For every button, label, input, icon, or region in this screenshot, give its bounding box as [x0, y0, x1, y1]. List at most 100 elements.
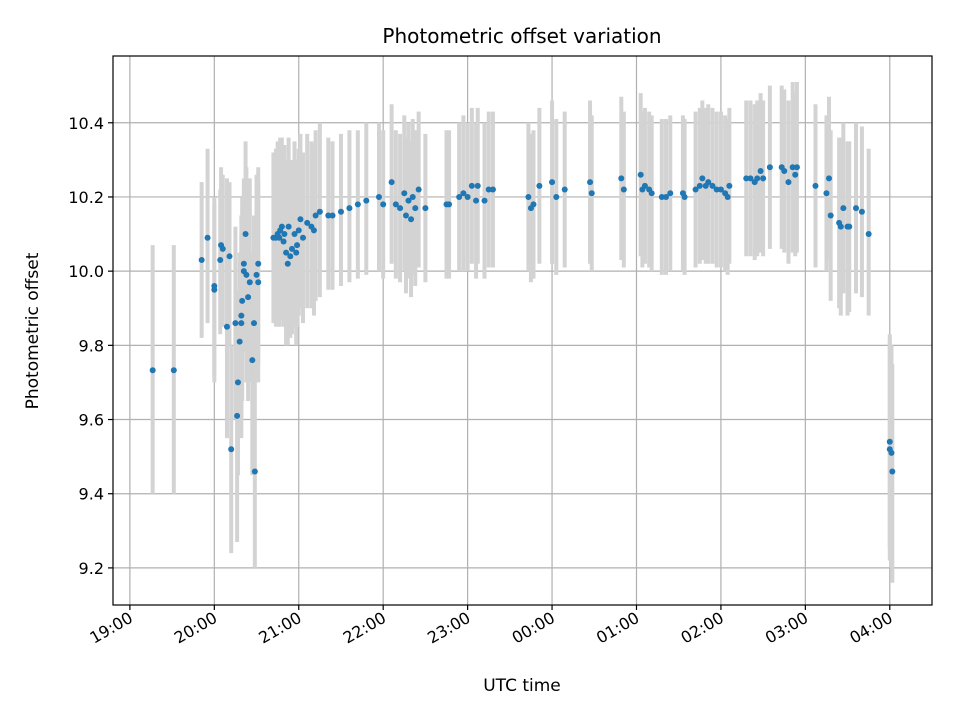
- data-point: [825, 175, 832, 182]
- data-point: [663, 193, 670, 200]
- data-point: [717, 186, 724, 193]
- data-point: [238, 312, 245, 319]
- data-point: [288, 245, 295, 252]
- plot-frame: [112, 55, 933, 606]
- data-point: [293, 249, 300, 256]
- data-point: [865, 231, 872, 238]
- data-point: [587, 179, 594, 186]
- y-tick-label: 10.2: [68, 188, 104, 207]
- data-point: [793, 164, 800, 171]
- data-point: [460, 190, 467, 197]
- data-point: [412, 205, 419, 212]
- data-point: [549, 179, 556, 186]
- data-point: [886, 438, 893, 445]
- data-point: [473, 197, 480, 204]
- data-point: [242, 231, 249, 238]
- y-tick-label: 9.8: [79, 336, 104, 355]
- data-point: [346, 205, 353, 212]
- data-point: [232, 320, 239, 327]
- data-point: [316, 208, 323, 215]
- data-point: [388, 179, 395, 186]
- data-point: [840, 205, 847, 212]
- data-point: [525, 193, 532, 200]
- data-point: [329, 212, 336, 219]
- data-point: [620, 186, 627, 193]
- data-point: [553, 193, 560, 200]
- data-point: [283, 249, 290, 256]
- data-point: [149, 367, 156, 374]
- data-point: [310, 227, 317, 234]
- data-point: [363, 197, 370, 204]
- data-point: [422, 205, 429, 212]
- data-point: [641, 182, 648, 189]
- data-point: [747, 175, 754, 182]
- data-point: [253, 271, 260, 278]
- data-point: [827, 212, 834, 219]
- data-point: [375, 193, 382, 200]
- data-point: [299, 234, 306, 241]
- data-point: [618, 175, 625, 182]
- data-point: [245, 294, 252, 301]
- y-tick-label: 9.4: [79, 485, 104, 504]
- data-point: [291, 231, 298, 238]
- data-point: [837, 223, 844, 230]
- data-point: [699, 175, 706, 182]
- data-point: [409, 193, 416, 200]
- data-point: [588, 190, 595, 197]
- data-point: [297, 216, 304, 223]
- data-point: [792, 171, 799, 178]
- y-axis-label: Photometric offset: [23, 252, 43, 409]
- data-point: [757, 167, 764, 174]
- data-point: [785, 179, 792, 186]
- data-point: [474, 182, 481, 189]
- data-point: [446, 201, 453, 208]
- data-point: [536, 182, 543, 189]
- data-point: [853, 205, 860, 212]
- y-axis-ticks: 9.2 9.4 9.6 9.8 10.0 10.2 10.4: [68, 114, 113, 578]
- x-axis-label: UTC time: [483, 676, 561, 696]
- data-point: [468, 182, 475, 189]
- data-point: [276, 234, 283, 241]
- data-point: [402, 212, 409, 219]
- data-point: [251, 468, 258, 475]
- data-point: [709, 182, 716, 189]
- data-point: [408, 216, 415, 223]
- data-point: [789, 164, 796, 171]
- data-point: [243, 271, 250, 278]
- data-point: [285, 223, 292, 230]
- data-point: [812, 182, 819, 189]
- data-point: [397, 205, 404, 212]
- data-point: [287, 253, 294, 260]
- y-tick-label: 10.0: [68, 262, 104, 281]
- data-point: [415, 186, 422, 193]
- data-point: [170, 367, 177, 374]
- data-point: [724, 193, 731, 200]
- data-point: [481, 197, 488, 204]
- data-point: [681, 193, 688, 200]
- data-point: [489, 186, 496, 193]
- data-point: [392, 201, 399, 208]
- data-point: [530, 201, 537, 208]
- data-point: [692, 186, 699, 193]
- data-point: [284, 260, 291, 267]
- data-point: [249, 357, 256, 364]
- data-point: [234, 412, 241, 419]
- y-tick-label: 10.4: [68, 114, 104, 133]
- data-point: [561, 186, 568, 193]
- data-point: [219, 245, 226, 252]
- data-point: [760, 175, 767, 182]
- data-point: [696, 182, 703, 189]
- data-point: [743, 175, 750, 182]
- data-points: [149, 164, 896, 475]
- data-point: [255, 279, 262, 286]
- data-point: [278, 223, 285, 230]
- data-point: [251, 320, 258, 327]
- data-point: [781, 167, 788, 174]
- data-point: [234, 379, 241, 386]
- data-point: [889, 468, 896, 475]
- data-point: [726, 182, 733, 189]
- data-point: [713, 186, 720, 193]
- data-point: [325, 212, 332, 219]
- data-point: [255, 260, 262, 267]
- data-point: [858, 208, 865, 215]
